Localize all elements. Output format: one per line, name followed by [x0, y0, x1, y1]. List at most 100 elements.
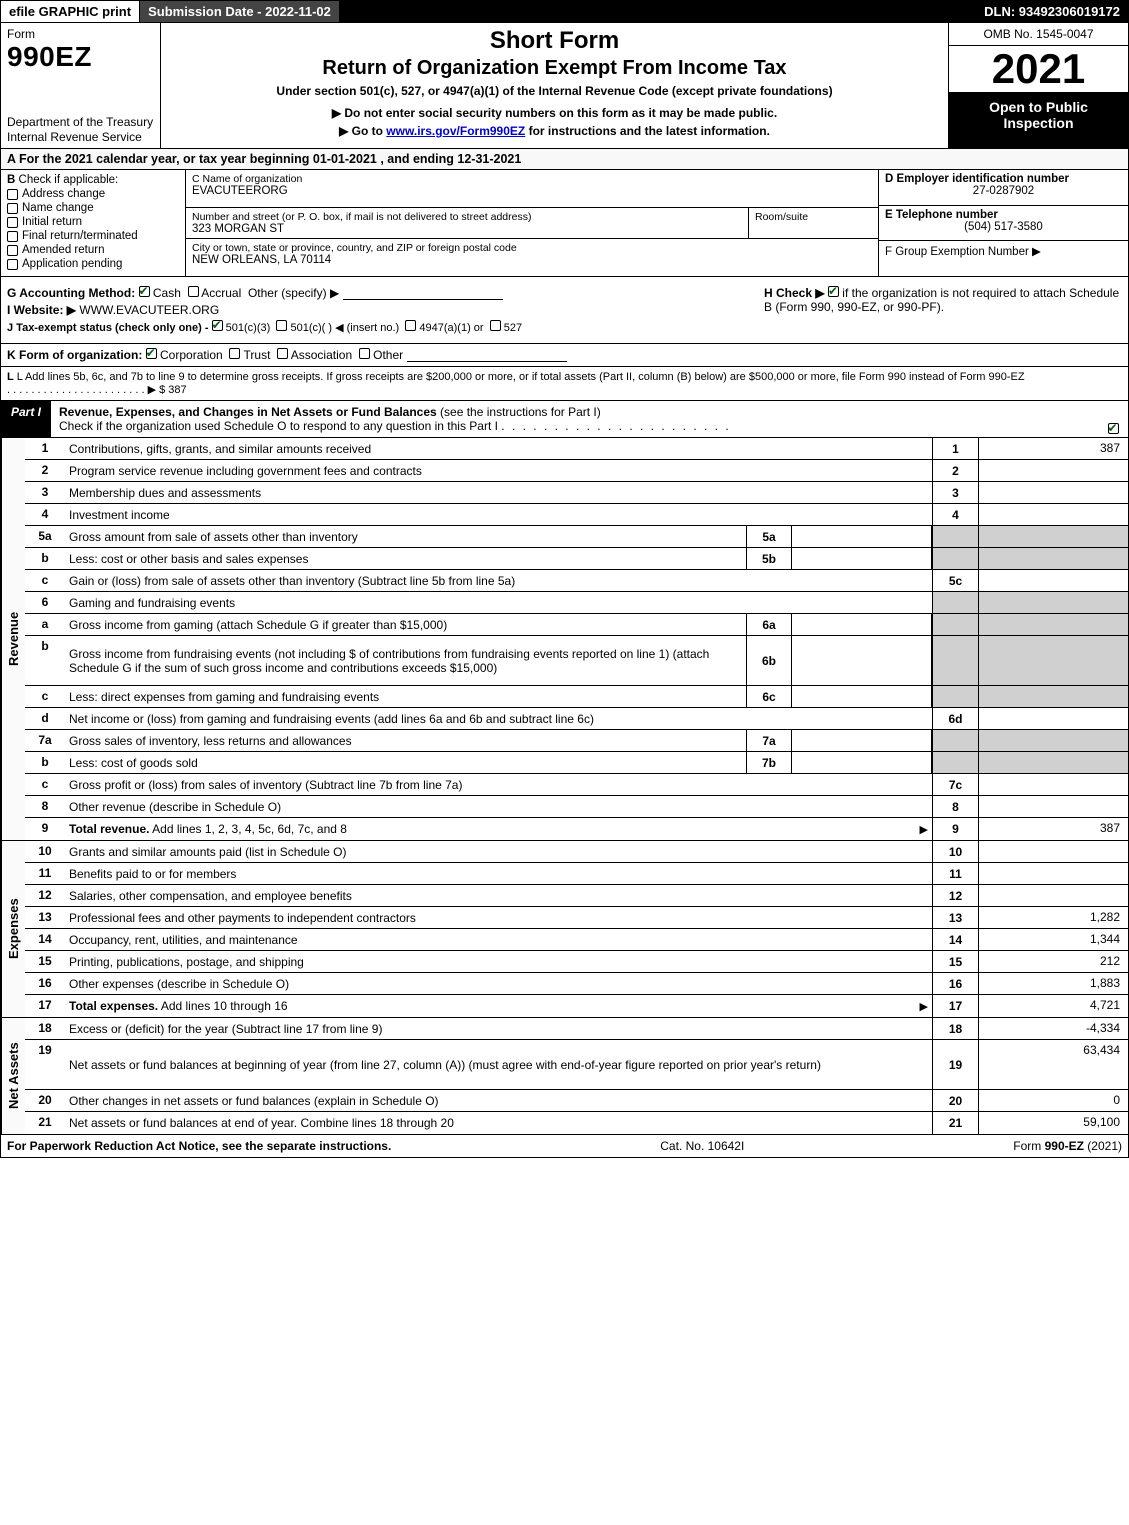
- revenue-table: Revenue 1Contributions, gifts, grants, a…: [0, 438, 1129, 841]
- line-description: Net assets or fund balances at end of ye…: [65, 1112, 932, 1134]
- amount-value: [978, 460, 1128, 481]
- amount-value: 4,721: [978, 995, 1128, 1017]
- b-checkbox[interactable]: [7, 217, 18, 228]
- line-description: Gain or (loss) from sale of assets other…: [65, 570, 932, 591]
- j-527-checkbox[interactable]: [490, 320, 501, 331]
- line-description: Net income or (loss) from gaming and fun…: [65, 708, 932, 729]
- amount-value: [978, 636, 1128, 685]
- k-trust: Trust: [244, 348, 271, 362]
- amount-value: [978, 841, 1128, 862]
- amount-value: [978, 752, 1128, 773]
- part-i-checkbox[interactable]: [1108, 423, 1119, 434]
- inner-ref: 5b: [746, 548, 792, 569]
- inner-value: [792, 548, 932, 569]
- line-number: c: [25, 570, 65, 591]
- accrual-checkbox[interactable]: [188, 286, 199, 297]
- k-other-checkbox[interactable]: [359, 348, 370, 359]
- expenses-table: Expenses 10Grants and similar amounts pa…: [0, 841, 1129, 1018]
- amount-value: [978, 730, 1128, 751]
- org-name: EVACUTEERORG: [192, 185, 872, 197]
- line-number: 11: [25, 863, 65, 884]
- b-item: Address change: [7, 188, 179, 200]
- line-number: 5a: [25, 526, 65, 547]
- netassets-table: Net Assets 18Excess or (deficit) for the…: [0, 1018, 1129, 1135]
- omb-number: OMB No. 1545-0047: [949, 23, 1128, 46]
- line-number: 3: [25, 482, 65, 503]
- irs-link[interactable]: www.irs.gov/Form990EZ: [386, 124, 525, 138]
- ref-number: 17: [932, 995, 978, 1017]
- k-other-field[interactable]: [407, 348, 567, 362]
- footer-left: For Paperwork Reduction Act Notice, see …: [7, 1139, 391, 1153]
- ein-value: 27-0287902: [885, 185, 1122, 197]
- cash-checkbox[interactable]: [139, 286, 150, 297]
- gh-right: H Check ▶ if the organization is not req…: [758, 277, 1128, 343]
- j-4947: 4947(a)(1) or: [419, 322, 483, 334]
- b-checkbox[interactable]: [7, 245, 18, 256]
- l-amount: 387: [168, 384, 186, 396]
- line-description: Gross amount from sale of assets other t…: [65, 526, 746, 547]
- k-assoc-checkbox[interactable]: [277, 348, 288, 359]
- inner-ref: 6a: [746, 614, 792, 635]
- b-checkbox[interactable]: [7, 259, 18, 270]
- table-row: 5aGross amount from sale of assets other…: [25, 526, 1128, 548]
- b-checkbox[interactable]: [7, 231, 18, 242]
- table-row: 15Printing, publications, postage, and s…: [25, 951, 1128, 973]
- ref-number: 11: [932, 863, 978, 884]
- amount-value: 1,344: [978, 929, 1128, 950]
- ref-number: 16: [932, 973, 978, 994]
- line-description: Other changes in net assets or fund bala…: [65, 1090, 932, 1111]
- line-number: 8: [25, 796, 65, 817]
- k-row: K Form of organization: Corporation Trus…: [0, 344, 1129, 367]
- line-number: b: [25, 636, 65, 685]
- b-checkbox[interactable]: [7, 189, 18, 200]
- b-item: Final return/terminated: [7, 230, 179, 242]
- part-i-title2: (see the instructions for Part I): [440, 405, 601, 419]
- table-row: dNet income or (loss) from gaming and fu…: [25, 708, 1128, 730]
- line-number: 20: [25, 1090, 65, 1111]
- header-left: Form 990EZ Department of the Treasury In…: [1, 23, 161, 148]
- line-number: 7a: [25, 730, 65, 751]
- i-label: I Website: ▶: [7, 303, 76, 317]
- ref-number: 19: [932, 1040, 978, 1089]
- amount-value: [978, 592, 1128, 613]
- amount-value: [978, 686, 1128, 707]
- table-row: bLess: cost or other basis and sales exp…: [25, 548, 1128, 570]
- line-description: Less: cost or other basis and sales expe…: [65, 548, 746, 569]
- k-corp-checkbox[interactable]: [146, 348, 157, 359]
- h-checkbox[interactable]: [828, 286, 839, 297]
- i-line: I Website: ▶ WWW.EVACUTEER.ORG: [7, 303, 752, 317]
- table-row: 6Gaming and fundraising events: [25, 592, 1128, 614]
- j-4947-checkbox[interactable]: [405, 320, 416, 331]
- table-row: bGross income from fundraising events (n…: [25, 636, 1128, 686]
- cash-label: Cash: [153, 286, 181, 300]
- inner-value: [792, 686, 932, 707]
- part-i-checkbox-cell: [1098, 401, 1128, 437]
- header-block: Form 990EZ Department of the Treasury In…: [0, 23, 1129, 149]
- table-row: 16Other expenses (describe in Schedule O…: [25, 973, 1128, 995]
- ref-number: 12: [932, 885, 978, 906]
- amount-value: 387: [978, 818, 1128, 840]
- ref-number: [932, 636, 978, 685]
- inner-ref: 6b: [746, 636, 792, 685]
- b-checkbox[interactable]: [7, 203, 18, 214]
- line-number: c: [25, 686, 65, 707]
- phone-value: (504) 517-3580: [885, 221, 1122, 233]
- table-row: 17Total expenses. Add lines 10 through 1…: [25, 995, 1128, 1017]
- l-text: L Add lines 5b, 6c, and 7b to line 9 to …: [17, 371, 1025, 383]
- city-label: City or town, state or province, country…: [192, 242, 872, 254]
- line-number: 6: [25, 592, 65, 613]
- footer-right-form: 990-EZ: [1045, 1139, 1084, 1153]
- part-i-sub: Check if the organization used Schedule …: [59, 419, 498, 433]
- j-501c3-checkbox[interactable]: [212, 320, 223, 331]
- other-specify-field[interactable]: [343, 286, 503, 300]
- footer-center: Cat. No. 10642I: [660, 1139, 744, 1153]
- ein-cell: D Employer identification number 27-0287…: [879, 170, 1128, 206]
- expenses-body: 10Grants and similar amounts paid (list …: [25, 841, 1128, 1017]
- ref-number: [932, 548, 978, 569]
- line-description: Membership dues and assessments: [65, 482, 932, 503]
- j-501c-checkbox[interactable]: [276, 320, 287, 331]
- street-row: Number and street (or P. O. box, if mail…: [186, 208, 878, 240]
- part-i-title: Revenue, Expenses, and Changes in Net As…: [51, 401, 1098, 437]
- table-row: 13Professional fees and other payments t…: [25, 907, 1128, 929]
- k-trust-checkbox[interactable]: [229, 348, 240, 359]
